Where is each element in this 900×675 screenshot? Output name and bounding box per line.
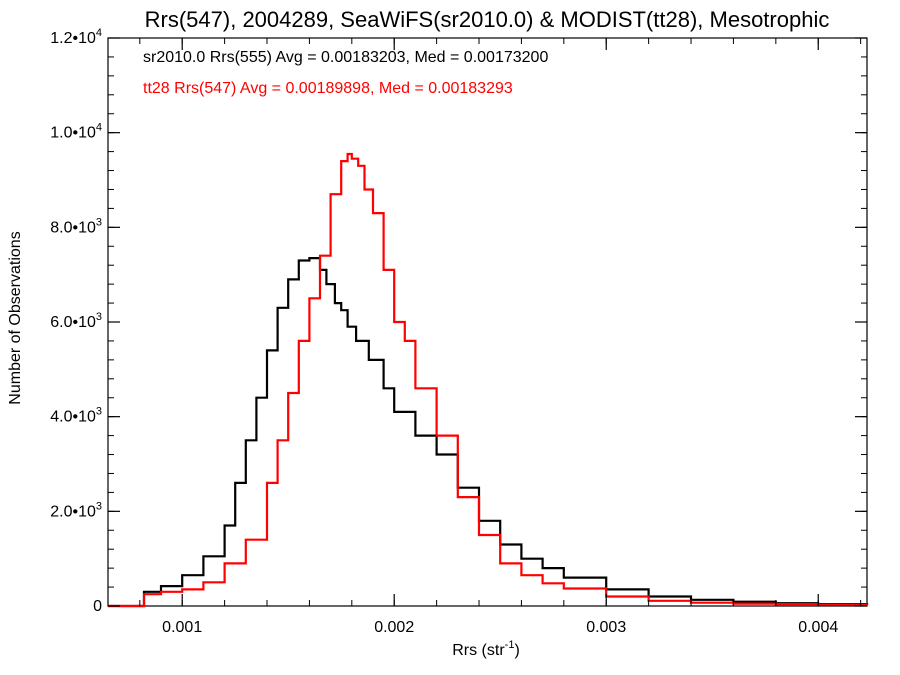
x-tick-label-0: 0.001 — [162, 619, 202, 636]
y-tick-label-4: 8.0•103 — [50, 216, 102, 236]
annotation-black: sr2010.0 Rrs(555) Avg = 0.00183203, Med … — [143, 49, 548, 66]
series-line-2 — [108, 152, 869, 608]
x-tick-label-2: 0.003 — [586, 619, 626, 636]
y-tick-label-6: 1.2•104 — [50, 27, 102, 47]
series-layer — [108, 152, 869, 608]
y-axis-label: Number of Observations — [7, 231, 24, 404]
x-axis-label: Rrs (str-1) — [452, 639, 520, 659]
y-tick-label-0: 0 — [93, 598, 102, 615]
chart-title: Rrs(547), 2004289, SeaWiFS(sr2010.0) & M… — [145, 7, 830, 32]
x-tick-label-1: 0.002 — [374, 619, 414, 636]
y-tick-label-5: 1.0•104 — [50, 122, 102, 142]
y-tick-label-3: 6.0•103 — [50, 311, 102, 331]
y-tick-label-1: 2.0•103 — [50, 500, 102, 520]
annotation-red: tt28 Rrs(547) Avg = 0.00189898, Med = 0.… — [143, 80, 513, 97]
x-tick-label-3: 0.004 — [798, 619, 838, 636]
y-tick-label-2: 4.0•103 — [50, 406, 102, 426]
axis-layer: 0.001 0.002 0.003 0.004 0 2.0•103 4.0•103 6.0•1… — [50, 27, 867, 636]
series-line-1 — [108, 257, 869, 608]
